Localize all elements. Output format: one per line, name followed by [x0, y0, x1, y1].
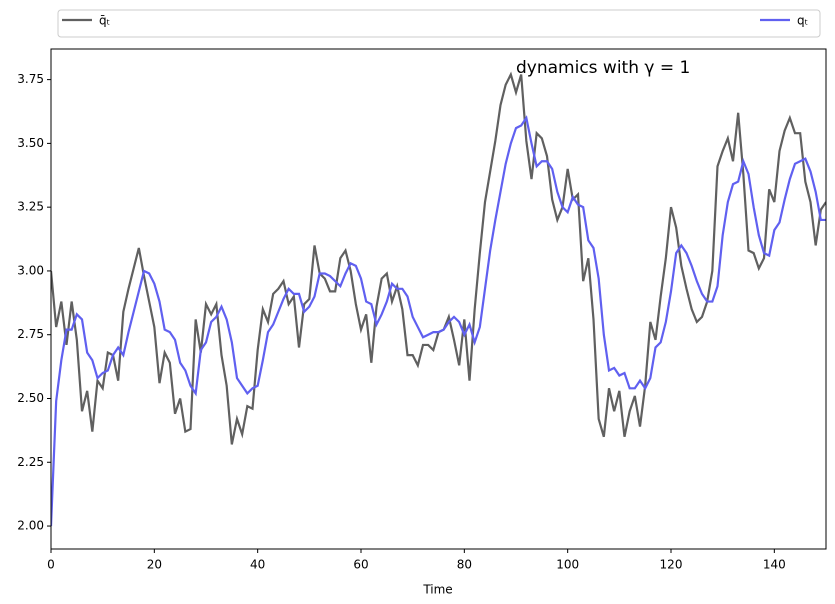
- legend-box: [57, 9, 821, 38]
- x-tick-label: 40: [250, 558, 265, 572]
- series-line: [51, 71, 826, 445]
- y-tick-label: 3.75: [17, 72, 44, 86]
- x-tick-label: 140: [763, 558, 786, 572]
- legend-label: q̄ₜ: [99, 14, 110, 28]
- y-tick-label: 2.00: [17, 519, 44, 533]
- y-tick-label: 2.75: [17, 327, 44, 341]
- plot-frame: [50, 48, 827, 550]
- x-axis-label: Time: [422, 583, 452, 597]
- y-tick-label: 3.25: [17, 200, 44, 214]
- y-tick-label: 2.25: [17, 455, 44, 469]
- x-tick-label: 20: [147, 558, 162, 572]
- annotation: dynamics with γ = 1: [516, 58, 690, 78]
- series-line: [51, 115, 826, 527]
- x-tick-label: 80: [457, 558, 472, 572]
- x-tick-label: 0: [47, 558, 55, 572]
- legend-label: qₜ: [797, 14, 808, 28]
- y-tick-label: 3.50: [17, 136, 44, 150]
- x-tick-label: 100: [556, 558, 579, 572]
- x-tick-label: 120: [660, 558, 683, 572]
- y-tick-label: 2.50: [17, 391, 44, 405]
- x-tick-label: 60: [353, 558, 368, 572]
- y-tick-label: 3.00: [17, 263, 44, 277]
